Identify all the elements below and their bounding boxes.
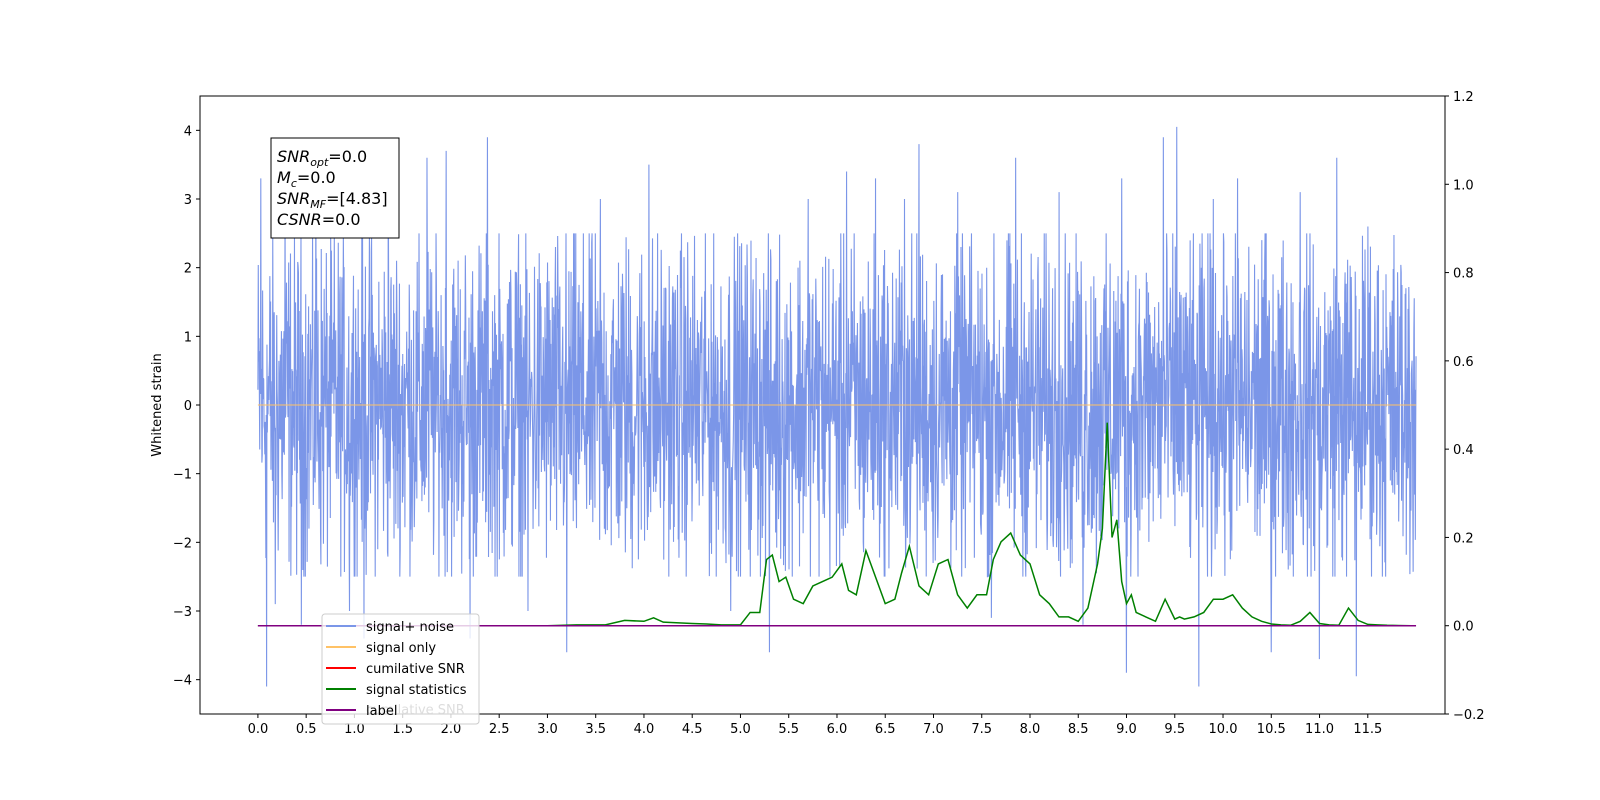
x-tick-label: 8.5 [1068, 722, 1089, 737]
legend-label: signal statistics [366, 683, 467, 698]
info-box-line: SNRopt=0.0 [277, 147, 367, 169]
x-tick-label: 9.5 [1164, 722, 1185, 737]
x-tick-label: 1.5 [392, 722, 413, 737]
x-tick-label: 7.0 [923, 722, 944, 737]
x-tick-label: 1.0 [344, 722, 365, 737]
x-tick-label: 11.5 [1353, 722, 1382, 737]
x-tick-label: 6.0 [827, 722, 848, 737]
signal-plus-noise-series [257, 126, 1417, 687]
legend-label: signal only [366, 641, 436, 656]
right-y-tick-label: 1.0 [1453, 178, 1474, 193]
right-y-tick-label: 0.0 [1453, 620, 1474, 635]
right-y-tick-label: 0.6 [1453, 355, 1474, 370]
x-tick-label: 5.0 [730, 722, 751, 737]
left-y-tick-label: 1 [184, 330, 192, 345]
x-tick-label: 2.5 [489, 722, 510, 737]
x-tick-label: 5.5 [778, 722, 799, 737]
x-tick-label: 10.0 [1209, 722, 1238, 737]
info-box-line: CSNR=0.0 [277, 210, 361, 229]
info-box-frame [270, 137, 400, 239]
x-tick-label: 0.0 [248, 722, 269, 737]
x-tick-label: 3.5 [585, 722, 606, 737]
legend-ghost-text: cumilative SNR [366, 703, 465, 718]
right-y-tick-label: 1.2 [1453, 90, 1474, 105]
right-y-tick-label: 0.8 [1453, 267, 1474, 282]
legend-label: label [366, 704, 397, 719]
right-y-tick-label: −0.2 [1453, 708, 1485, 723]
x-tick-label: 4.0 [634, 722, 655, 737]
right-y-tick-label: 0.2 [1453, 531, 1474, 546]
y-axis-label: Whitened strain [150, 353, 165, 456]
x-axis-ticks: 0.0 0.5 1.0 1.5 2.0 2.5 3.0 3.5 4.0 4.5 5.0 5.5 6.0 6… [248, 714, 1382, 737]
legend-frame [321, 613, 480, 725]
left-y-tick-label: −4 [173, 674, 192, 689]
left-y-axis-ticks: −4 −3 −2 −1 0 1 2 3 4 [173, 124, 200, 689]
series-signal-statistics [257, 422, 1412, 627]
x-tick-label: 7.5 [971, 722, 992, 737]
left-y-tick-label: 4 [184, 124, 192, 139]
left-y-tick-label: 3 [184, 193, 192, 208]
info-box-line: Mc=0.0 [277, 168, 336, 190]
left-y-tick-label: 2 [184, 262, 192, 277]
x-tick-label: 0.5 [296, 722, 317, 737]
left-y-tick-label: −3 [173, 605, 192, 620]
info-box-line: SNRMF=[4.83] [277, 189, 388, 211]
right-y-axis-ticks: −0.2 0.0 0.2 0.4 0.6 0.8 1.0 1.2 [1445, 90, 1485, 723]
left-y-tick-label: 0 [184, 399, 192, 414]
legend-label: signal+ noise [366, 620, 454, 635]
legend: cumilative SNR signal+ noise signal only cu… [321, 613, 480, 725]
left-y-tick-label: −2 [173, 536, 192, 551]
x-tick-label: 3.0 [537, 722, 558, 737]
x-tick-label: 9.0 [1116, 722, 1137, 737]
x-tick-label: 2.0 [441, 722, 462, 737]
x-tick-label: 10.5 [1257, 722, 1286, 737]
right-y-tick-label: 0.4 [1453, 443, 1474, 458]
legend-label: cumilative SNR [366, 662, 465, 677]
x-tick-label: 4.5 [682, 722, 703, 737]
x-tick-label: 6.5 [875, 722, 896, 737]
x-tick-label: 8.0 [1020, 722, 1041, 737]
x-tick-label: 11.0 [1305, 722, 1334, 737]
left-y-tick-label: −1 [173, 468, 192, 483]
series-signal-noise [257, 126, 1417, 687]
